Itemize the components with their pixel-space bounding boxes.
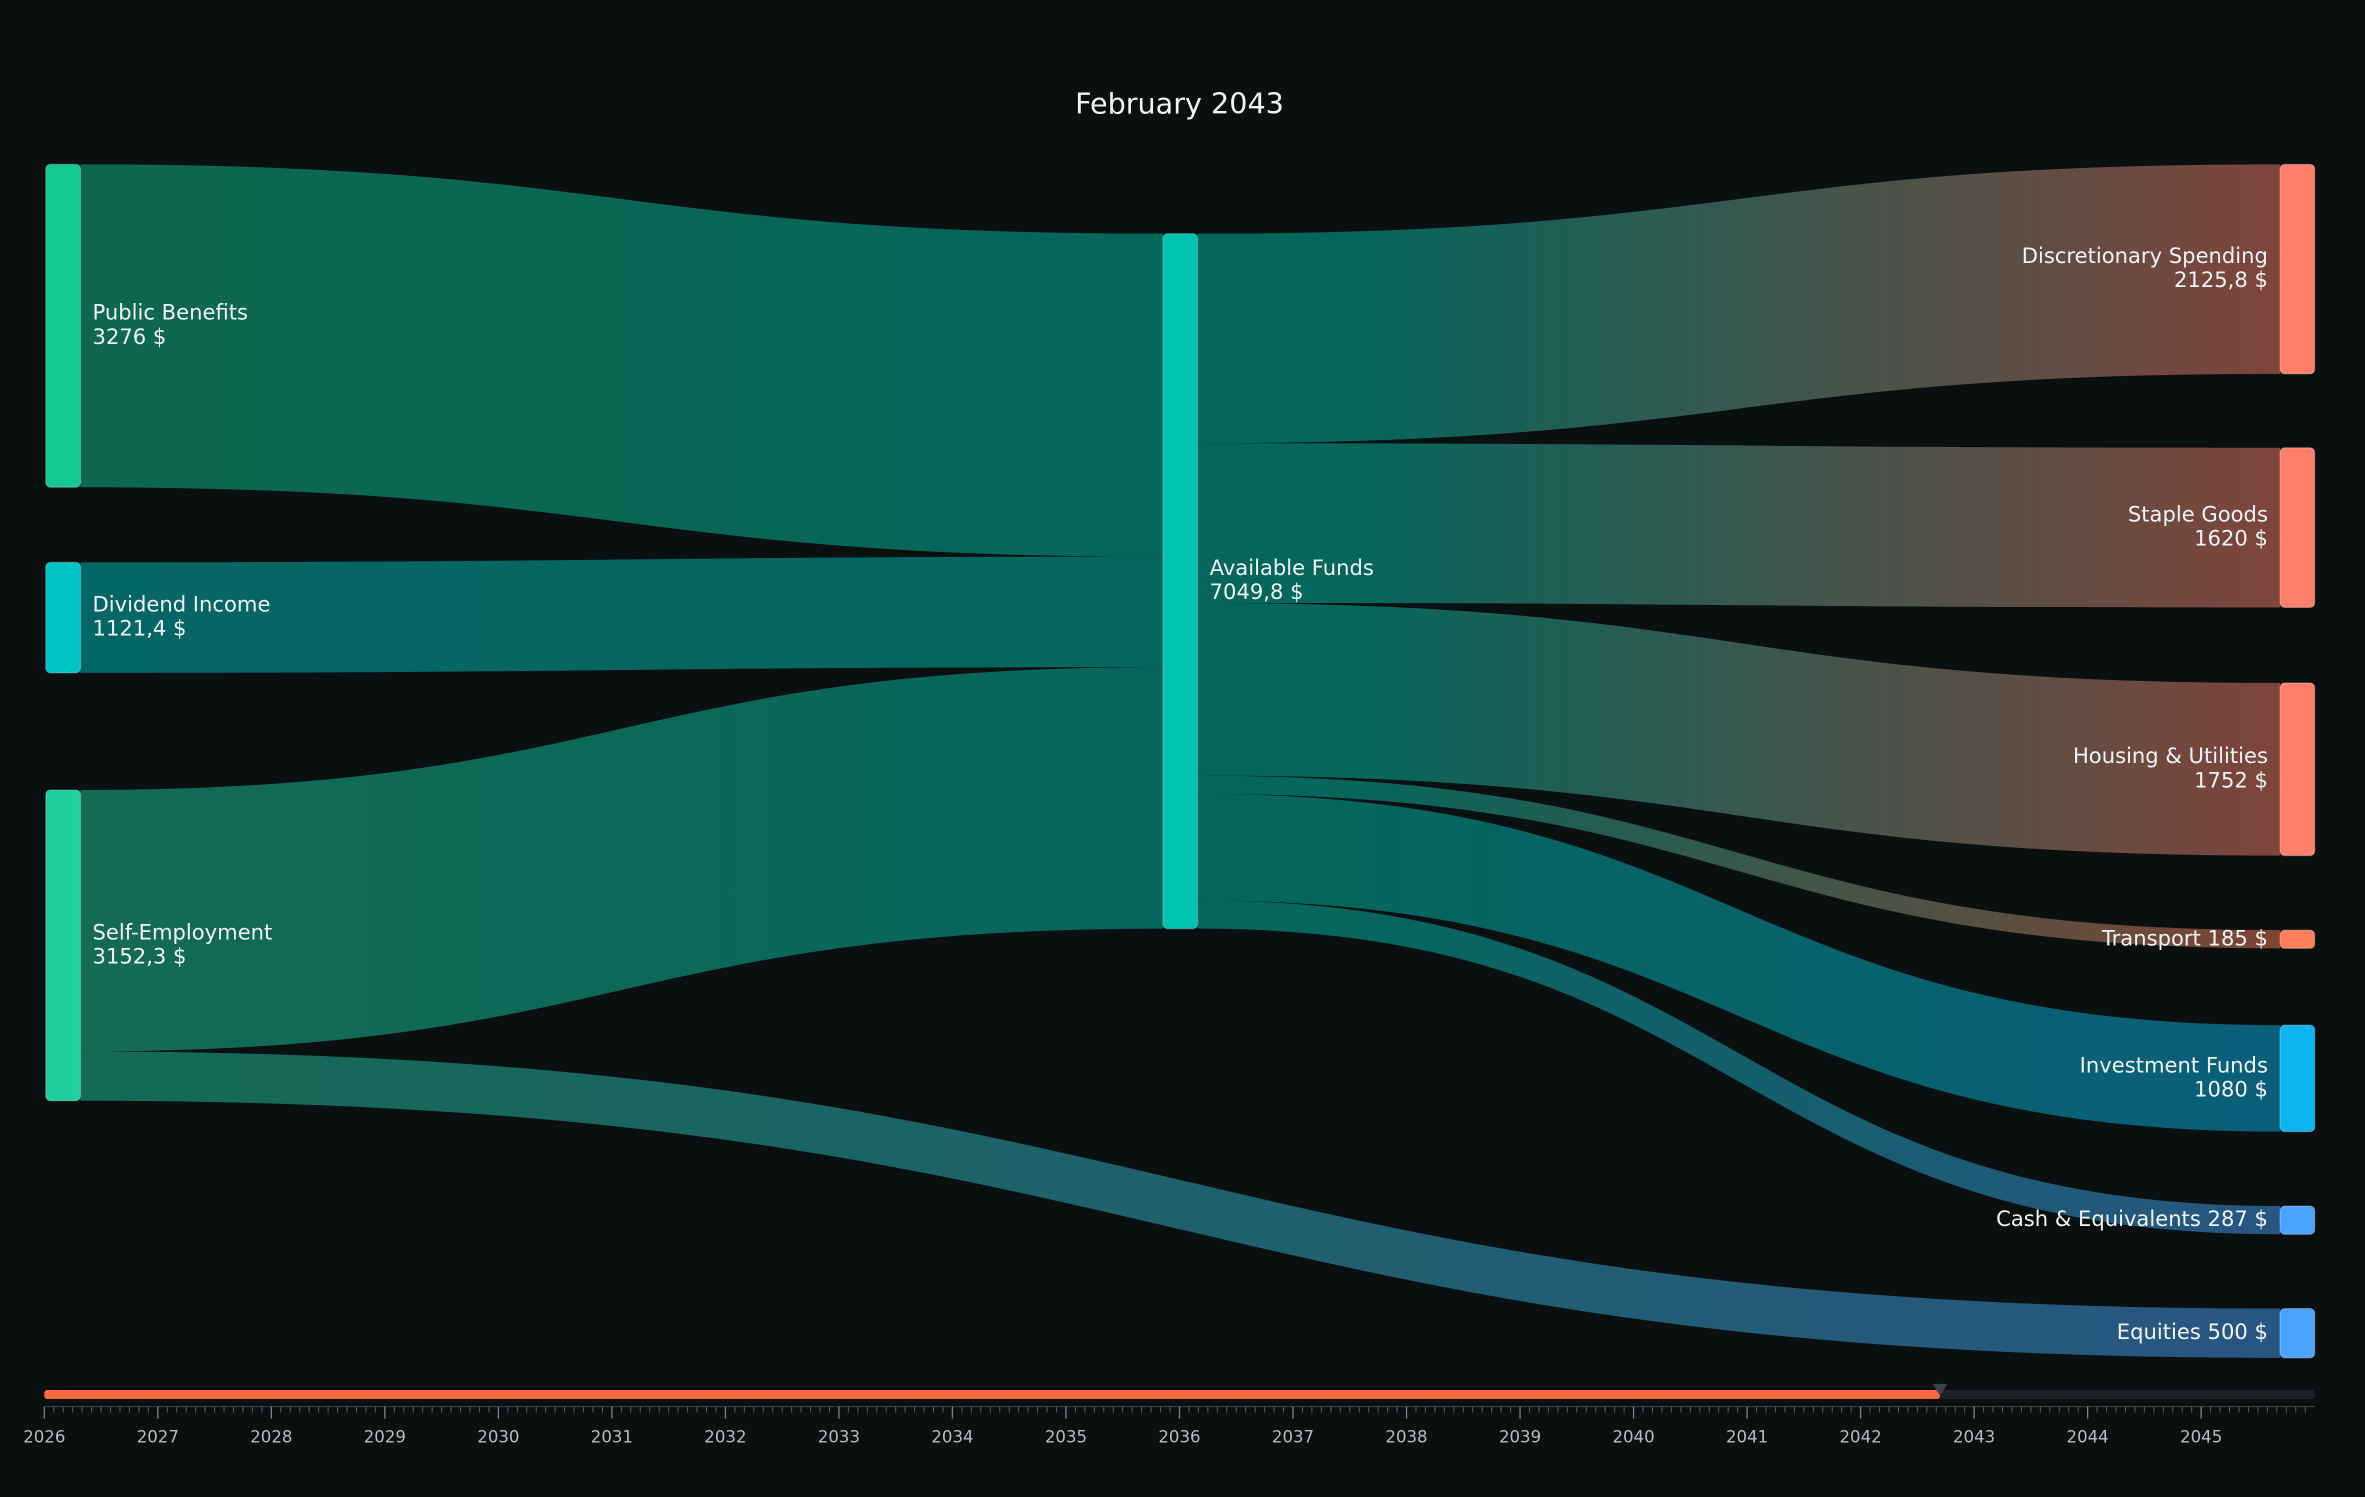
node (45, 789, 82, 1102)
timeline-label: 2029 (364, 1428, 406, 1447)
node (1162, 233, 1199, 930)
node-value: 3152,3 $ (93, 943, 187, 968)
link (1197, 443, 2280, 608)
node-value: 287 $ (2208, 1206, 2268, 1231)
timeline-label: 2032 (704, 1428, 746, 1447)
node (2279, 1205, 2316, 1235)
timeline-handle (1932, 1383, 1948, 1396)
chart-title: February 2043 (1075, 87, 1284, 121)
node-label: Cash & Equivalents 287 $ (1996, 1206, 2268, 1231)
links (80, 164, 2280, 1358)
link (1197, 775, 2280, 949)
node (2279, 1024, 2316, 1133)
link (80, 556, 1163, 673)
node-name: Available Funds (1210, 555, 1374, 580)
node-value: 1121,4 $ (93, 616, 187, 641)
node-label: Transport 185 $ (2101, 925, 2268, 950)
link (80, 667, 1163, 1052)
node-name: Dividend Income (93, 592, 271, 617)
node (45, 561, 82, 674)
timeline-label: 2038 (1385, 1428, 1427, 1447)
node-value: 1080 $ (2194, 1076, 2268, 1101)
timeline-label: 2045 (2180, 1428, 2222, 1447)
node (2279, 447, 2316, 609)
node-name: Self-Employment (93, 919, 273, 944)
node (45, 163, 82, 488)
timeline-label: 2040 (1612, 1428, 1654, 1447)
timeline-label: 2039 (1499, 1428, 1541, 1447)
link (1197, 793, 2280, 1132)
timeline-label: 2044 (2067, 1428, 2109, 1447)
node (2279, 682, 2316, 857)
node (2279, 1307, 2316, 1359)
timeline-label: 2037 (1272, 1428, 1314, 1447)
node-value: 3276 $ (93, 324, 167, 349)
node-value: 1752 $ (2194, 767, 2268, 792)
timeline-label: 2043 (1953, 1428, 1995, 1447)
timeline-label: 2027 (137, 1428, 179, 1447)
timeline-label: 2036 (1158, 1428, 1200, 1447)
link (1197, 602, 2280, 856)
node-name: Housing & Utilities (2073, 743, 2268, 768)
node-value: 1620 $ (2194, 526, 2268, 551)
timeline-label: 2041 (1726, 1428, 1768, 1447)
node-label: Equities 500 $ (2117, 1319, 2268, 1344)
node-value: 2125,8 $ (2174, 267, 2268, 292)
link (80, 164, 1163, 557)
timeline-label: 2031 (591, 1428, 633, 1447)
timeline-label: 2034 (931, 1428, 973, 1447)
timeline-label: 2042 (1839, 1428, 1881, 1447)
link (1197, 164, 2280, 444)
node (2279, 929, 2316, 950)
node-name: Discretionary Spending (2022, 243, 2268, 268)
node (2279, 163, 2316, 375)
link (1197, 900, 2280, 1235)
node-name: Investment Funds (2080, 1052, 2268, 1077)
timeline-label: 2026 (23, 1428, 65, 1447)
node-name: Equities (2117, 1319, 2201, 1344)
node-name: Public Benefits (93, 300, 248, 325)
node-value: 7049,8 $ (1210, 579, 1304, 604)
node-name: Staple Goods (2128, 502, 2268, 527)
node-value: 185 $ (2208, 925, 2268, 950)
node-name: Cash & Equivalents (1996, 1206, 2201, 1231)
timeline-progress (44, 1389, 1941, 1400)
node-name: Transport (2101, 925, 2201, 950)
timeline-label: 2035 (1045, 1428, 1087, 1447)
timeline-label: 2030 (477, 1428, 519, 1447)
link (80, 1051, 2280, 1358)
timeline-label: 2033 (818, 1428, 860, 1447)
timeline-label: 2028 (250, 1428, 292, 1447)
node-value: 500 $ (2208, 1319, 2268, 1344)
